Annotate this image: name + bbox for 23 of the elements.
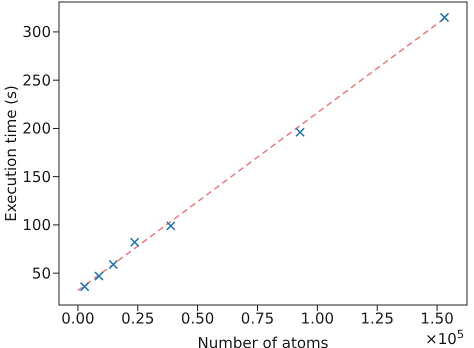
x-axis-title: Number of atoms (198, 334, 329, 348)
point (80, 282, 90, 292)
point (440, 12, 450, 22)
point (295, 128, 305, 138)
point (166, 221, 176, 231)
y-axis-title: Execution time (s) (2, 85, 20, 222)
x-tick-label: 1.50 (420, 310, 454, 328)
x-tick-label: 0.75 (240, 310, 274, 328)
x-tick-label: 0.25 (121, 310, 154, 328)
y-tick-label: 150 (22, 168, 51, 186)
point (130, 238, 140, 248)
x-tick-label: 1.00 (300, 310, 334, 328)
y-tick-label: 250 (22, 71, 51, 90)
y-tick-label: 300 (22, 23, 51, 42)
x-tick-label: 1.25 (360, 310, 394, 328)
y-tick-label: 200 (22, 120, 51, 138)
y-tick-label: 100 (22, 216, 51, 234)
y-tick-label: 50 (32, 264, 51, 282)
text: ×10$^{5}$ (425, 328, 464, 348)
point (94, 271, 104, 281)
x-tick-label: 0.00 (61, 310, 95, 328)
point (108, 260, 118, 270)
x-tick-label: 0.50 (180, 310, 214, 328)
